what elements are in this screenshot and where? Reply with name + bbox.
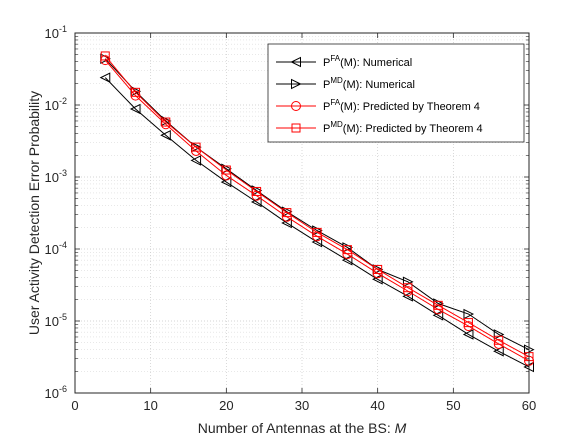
triangle-left-marker [129,103,141,115]
circle-marker [221,170,232,181]
ticks [74,32,530,394]
square-marker [312,227,322,237]
square-marker [161,117,171,127]
legend-label: PFA(M): Predicted by Theorem 4 [323,98,480,113]
series-layer [99,51,535,373]
triangle-left-marker [462,329,474,340]
y-tick-label: 10-5 [45,312,67,329]
x-tick-label: 30 [295,398,309,413]
triangle-left-marker [281,217,292,229]
square-marker [282,208,292,218]
triangle-left-marker [341,254,353,266]
square-marker [403,283,413,293]
square-marker [291,123,301,133]
y-tick-label: 10-1 [45,24,67,41]
legend-item: PFA(M): Predicted by Theorem 4 [276,98,480,113]
y-tick-label: 10-2 [45,96,67,113]
triangle-left-marker [372,273,383,285]
square-marker [373,264,383,274]
square-marker [252,186,262,196]
legend-box [267,43,525,143]
legend-item: PMD(M): Numerical [276,76,415,91]
legend-item: PMD(M): Predicted by Theorem 4 [276,120,483,135]
triangle-left-marker [402,291,413,302]
triangle-left-marker [99,72,111,83]
triangle-left-marker [432,309,444,321]
series-line [104,55,530,358]
square-marker [494,335,504,345]
triangle-right-marker [463,308,475,320]
triangle-left-marker [160,129,171,141]
square-marker [342,245,352,255]
square-marker [191,142,201,152]
x-tick-label: 40 [370,398,384,413]
y-tick-label: 10-3 [45,168,67,185]
circle-marker [291,101,301,111]
legend-label: PMD(M): Predicted by Theorem 4 [323,120,483,135]
triangle-left-marker [493,345,504,357]
y-axis-label: User Activity Detection Error Probabilit… [26,91,42,335]
x-tick-labels: 0 10 20 30 40 50 60 [71,398,536,413]
x-tick-label: 20 [219,398,233,413]
triangle-left-marker [290,56,301,68]
square-marker [131,87,141,97]
triangle-left-marker [190,155,202,166]
legend-label: PMD(M): Numerical [323,76,415,91]
square-marker [221,165,231,175]
y-tick-label: 10-6 [45,384,67,401]
square-marker [463,318,473,328]
square-marker [100,51,110,61]
square-marker [433,300,443,310]
series-3 [100,51,534,362]
triangle-left-marker [311,236,323,248]
legend-item: PFA(M): Numerical [276,54,412,69]
series-line [104,77,530,368]
x-tick-label: 10 [143,398,157,413]
y-tick-labels: 10-6 10-5 10-4 10-3 10-2 10-1 [45,24,67,401]
y-tick-label: 10-4 [45,240,67,257]
triangle-right-marker [291,78,302,90]
series-line [104,58,530,351]
x-tick-label: 50 [446,398,460,413]
legend: PFA(M): Numerical PMD(M): Numerical PFA(M)… [267,43,525,143]
x-tick-label: 60 [522,398,536,413]
x-tick-label: 0 [71,398,78,413]
x-axis-label: Number of Antennas at the BS: M [198,420,407,436]
legend-label: PFA(M): Numerical [323,54,412,69]
